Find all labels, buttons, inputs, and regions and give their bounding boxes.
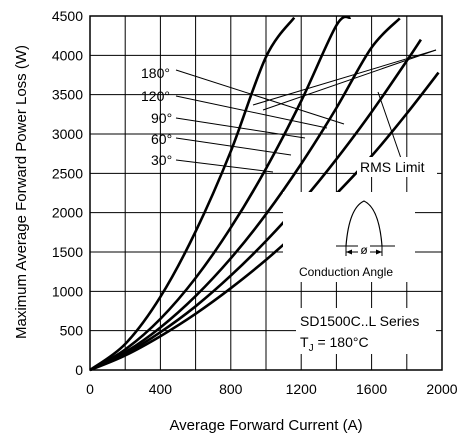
- x-tick-label: 1200: [286, 381, 317, 397]
- y-tick-label: 1000: [52, 283, 83, 299]
- x-tick-label: 0: [86, 381, 94, 397]
- series-line-1: [89, 38, 422, 372]
- rms-limit-bg: [357, 157, 437, 177]
- phi-symbol: ø: [360, 243, 368, 257]
- tj-t: T: [300, 334, 309, 350]
- series-info-label: SD1500C..L Series: [300, 313, 419, 329]
- y-tick-label: 2500: [52, 165, 83, 181]
- y-tick-label: 3500: [52, 87, 83, 103]
- series-line-0: [89, 71, 440, 372]
- y-tick-label: 4000: [52, 47, 83, 63]
- x-tick-label: 1600: [356, 381, 387, 397]
- label-leaders: [175, 49, 437, 173]
- plot-area-frame: [89, 15, 443, 371]
- y-tick-label: 0: [75, 362, 83, 378]
- x-tick-label: 2000: [426, 381, 457, 397]
- label-180: 180°: [141, 65, 170, 81]
- x-axis-title: Average Forward Current (A): [169, 417, 362, 434]
- tj-subscript: J: [309, 343, 314, 354]
- series-line-3: [89, 15, 352, 372]
- x-axis-ticks: 0 400 800 1200 1600 2000: [86, 381, 458, 397]
- y-tick-label: 4500: [52, 8, 83, 24]
- label-60: 60°: [151, 131, 172, 147]
- y-axis-ticks: 0 500 1000 1500 2000 2500 3000 3500 4000 4500: [52, 8, 83, 378]
- y-axis-title: Maximum Average Forward Power Loss (W): [13, 45, 30, 339]
- label-120: 120°: [141, 88, 170, 104]
- series-info-bg: [296, 308, 436, 354]
- tj-value: = 180°C: [314, 334, 369, 350]
- series-line-2: [89, 17, 401, 372]
- y-tick-label: 1500: [52, 244, 83, 260]
- label-30: 30°: [151, 152, 172, 168]
- series-line-4: [89, 16, 296, 372]
- x-tick-label: 400: [149, 381, 173, 397]
- y-tick-label: 500: [60, 323, 84, 339]
- series-curves: [89, 15, 440, 372]
- tj-label: TJ = 180°C: [300, 334, 369, 354]
- label-90: 90°: [151, 110, 172, 126]
- rms-limit-label: RMS Limit: [360, 159, 425, 175]
- y-tick-label: 3000: [52, 126, 83, 142]
- conduction-angle-diagram: ø Conduction Angle: [283, 192, 415, 282]
- conduction-angle-label: Conduction Angle: [299, 265, 393, 279]
- x-tick-label: 800: [219, 381, 243, 397]
- y-tick-label: 2000: [52, 205, 83, 221]
